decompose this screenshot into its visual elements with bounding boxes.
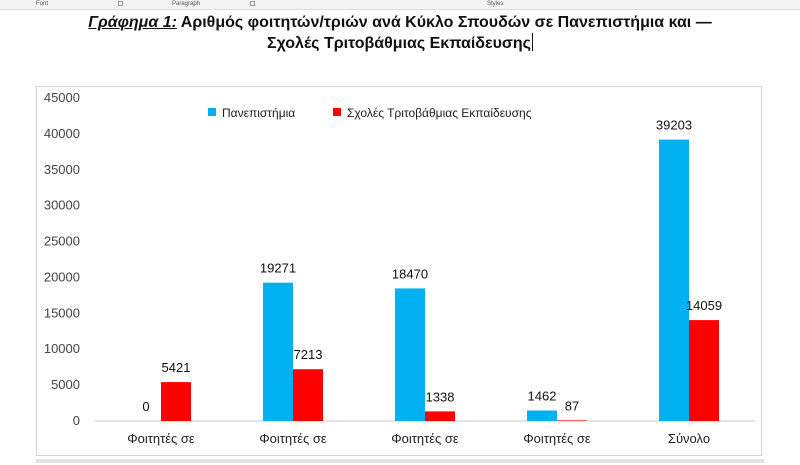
data-labels: 0 5421 19271 7213 18470 1338 1462 87 39203 14059 [142,118,722,414]
x-tick-label: Φοιτητές σε [391,431,459,446]
bar-value-label: 18470 [392,266,428,281]
legend-swatch [333,108,341,116]
y-tick-label: 25000 [44,234,80,249]
bar-tertiary-schools[interactable] [293,369,323,421]
bar-value-label: 39203 [656,118,692,133]
y-tick-label: 0 [73,413,80,428]
y-tick-label: 45000 [44,90,80,105]
y-tick-label: 35000 [44,162,80,177]
figure-caption: Γράφημα 1: Αριθμός φοιτητών/τριών ανά Κύ… [0,12,800,54]
x-tick-label: Φοιτητές σε [127,431,195,446]
font-dialog-launcher-icon[interactable] [118,1,123,6]
x-axis: Φοιτητές σε Φοιτητές σε Φοιτητές σε Φοιτητέ… [127,431,710,446]
paragraph-dialog-launcher-icon[interactable] [250,1,255,6]
y-axis: 0 5000 10000 15000 20000 25000 30000 35000 40000… [44,90,80,428]
bar-value-label: 1462 [528,389,557,404]
ribbon-group-paragraph[interactable]: Paragraph [172,1,201,7]
x-tick-label: Φοιτητές σε [523,431,591,446]
ribbon-group-font[interactable]: Font [36,1,49,7]
x-tick-label: Φοιτητές σε [259,431,327,446]
bars [161,139,719,422]
x-tick-label: Σύνολο [668,431,710,446]
ribbon-group-styles[interactable]: Styles [487,1,504,7]
bar-tertiary-schools[interactable] [557,420,587,421]
legend-label[interactable]: Πανεπιστήμια [222,106,295,120]
legend-swatch [208,108,216,116]
y-tick-label: 15000 [44,305,80,320]
bar-universities[interactable] [263,282,293,421]
bar-tertiary-schools[interactable] [689,320,719,421]
y-tick-label: 30000 [44,198,80,213]
bar-value-label: 1338 [426,389,455,404]
page-divider [36,459,764,463]
bar-universities[interactable] [659,139,689,422]
bar-tertiary-schools[interactable] [425,411,455,421]
caption-line-1: Γράφημα 1: Αριθμός φοιτητών/τριών ανά Κύ… [0,12,800,33]
bar-value-label: 5421 [162,360,191,375]
y-tick-label: 40000 [44,126,80,141]
y-tick-label: 5000 [51,377,80,392]
y-tick-label: 10000 [44,341,80,356]
legend-label[interactable]: Σχολές Τριτοβάθμιας Εκπαίδευσης [347,106,532,120]
bar-universities[interactable] [527,410,557,421]
bar-value-label: 19271 [260,261,296,276]
bar-value-label: 87 [565,398,579,413]
caption-line-2: Σχολές Τριτοβάθμιας Εκπαίδευσης [0,33,800,54]
caption-text-1: Αριθμός φοιτητών/τριών ανά Κύκλο Σπουδών… [180,14,712,31]
y-tick-label: 20000 [44,269,80,284]
bar-universities[interactable] [395,288,425,421]
text-cursor [531,33,533,51]
caption-text-2: Σχολές Τριτοβάθμιας Εκπαίδευσης [267,35,531,52]
legend[interactable]: Πανεπιστήμια Σχολές Τριτοβάθμιας Εκπαίδευ… [208,106,532,120]
bar-value-label: 14059 [686,298,722,313]
caption-lead: Γράφημα 1: [88,14,177,31]
bar-value-label: 7213 [294,347,323,362]
bar-value-label: 0 [142,399,149,414]
bar-tertiary-schools[interactable] [161,382,191,421]
word-ribbon-strip: Font Paragraph Styles [0,0,800,10]
